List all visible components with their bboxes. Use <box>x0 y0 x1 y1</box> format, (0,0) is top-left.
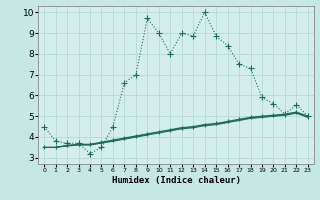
X-axis label: Humidex (Indice chaleur): Humidex (Indice chaleur) <box>111 176 241 185</box>
